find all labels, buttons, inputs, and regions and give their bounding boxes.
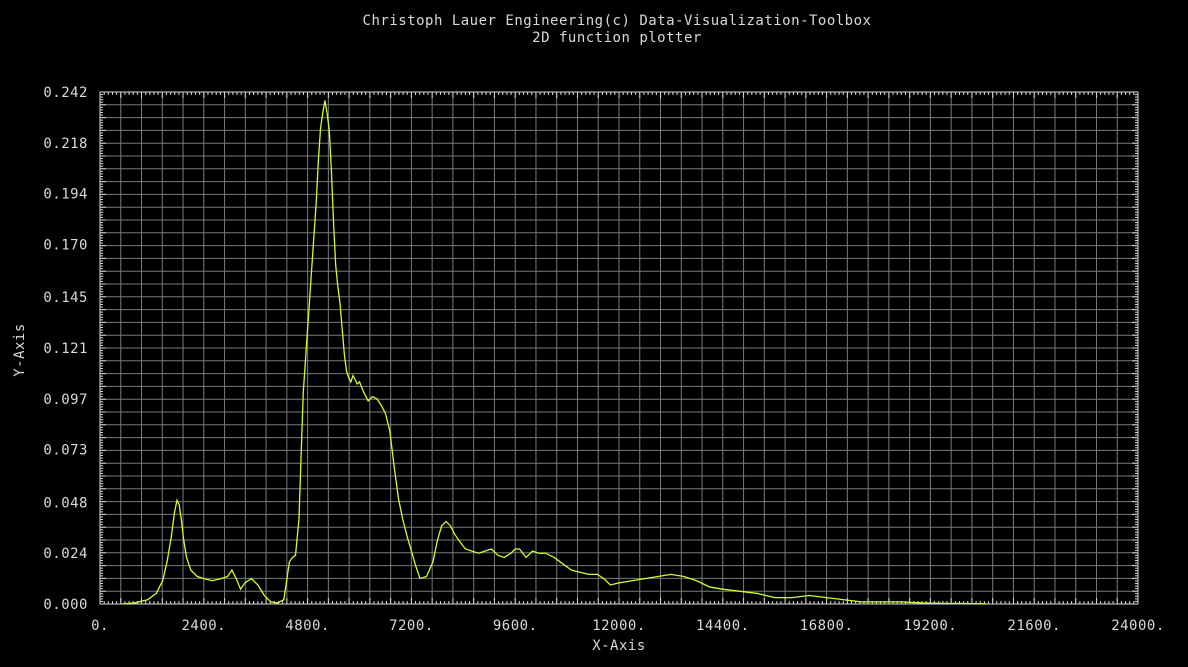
y-tick-label: 0.097 xyxy=(43,392,88,408)
x-tick-label: 14400. xyxy=(696,618,750,634)
y-tick-label: 0.000 xyxy=(43,597,88,613)
x-tick-label: 9600. xyxy=(493,618,538,634)
x-tick-label: 7200. xyxy=(389,618,434,634)
y-tick-label: 0.242 xyxy=(43,85,88,101)
y-tick-label: 0.170 xyxy=(43,237,88,253)
x-tick-labels: 0. 2400. 4800. 7200. 9600. 12000. 14400. 16800.… xyxy=(91,618,1165,634)
y-tick-label: 0.218 xyxy=(43,136,88,152)
chart-title: Christoph Lauer Engineering(c) Data-Visu… xyxy=(363,13,872,29)
x-tick-label: 16800. xyxy=(800,618,854,634)
x-tick-label: 21600. xyxy=(1007,618,1061,634)
x-tick-label: 24000. xyxy=(1111,618,1165,634)
y-tick-label: 0.048 xyxy=(43,495,88,511)
chart-subtitle: 2D function plotter xyxy=(532,30,702,46)
plot-frame xyxy=(99,91,1139,605)
y-tick-label: 0.194 xyxy=(43,187,88,203)
x-tick-label: 19200. xyxy=(904,618,958,634)
x-tick-label: 12000. xyxy=(592,618,646,634)
y-tick-label: 0.073 xyxy=(43,443,88,459)
y-tick-label: 0.024 xyxy=(43,546,88,562)
grid-lines xyxy=(100,92,1138,604)
x-axis-label: X-Axis xyxy=(592,638,646,654)
y-tick-labels: 0.000 0.024 0.048 0.073 0.097 0.121 0.145 0.170… xyxy=(43,85,88,613)
x-tick-label: 4800. xyxy=(285,618,330,634)
x-tick-label: 0. xyxy=(91,618,109,634)
y-tick-label: 0.145 xyxy=(43,290,88,306)
series-line xyxy=(121,100,987,605)
x-tick-label: 2400. xyxy=(181,618,226,634)
y-tick-label: 0.121 xyxy=(43,341,88,357)
y-axis-label: Y-Axis xyxy=(12,323,28,377)
